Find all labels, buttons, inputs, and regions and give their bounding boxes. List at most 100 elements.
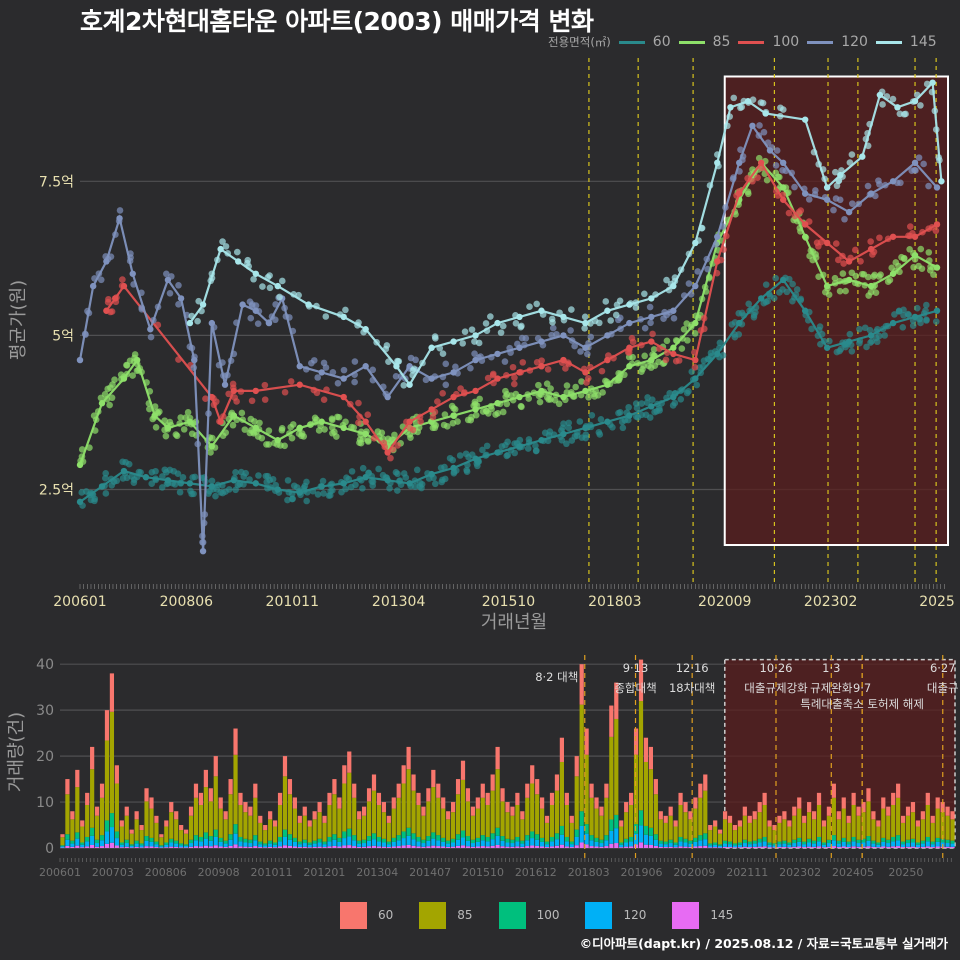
bar-segment-120	[272, 844, 278, 848]
series-point-85	[186, 418, 194, 425]
bar-segment-85	[248, 815, 253, 840]
bar-segment-145	[866, 846, 871, 848]
bar-segment-145	[505, 846, 510, 848]
data-point-85	[108, 394, 116, 402]
data-point-120	[864, 182, 872, 190]
data-point-60	[413, 466, 421, 474]
legend-swatch	[678, 40, 705, 44]
data-point-85	[572, 383, 579, 391]
bar-segment-120	[871, 843, 876, 847]
series-point-100	[604, 356, 611, 364]
bar-segment-100	[337, 837, 342, 842]
data-point-100	[672, 357, 680, 365]
bar-segment-100	[208, 836, 213, 841]
data-point-100	[754, 174, 761, 181]
series-point-60	[582, 424, 589, 432]
series-point-60	[208, 483, 216, 490]
bar-segment-120	[772, 845, 777, 848]
data-point-145	[730, 94, 738, 102]
bar-segment-145	[708, 847, 713, 848]
bar-segment-145	[386, 847, 391, 848]
series-point-60	[823, 344, 831, 351]
bar-segment-85	[406, 769, 411, 828]
bar-segment-120	[683, 842, 688, 847]
bar-segment-60	[836, 811, 841, 820]
data-point-85	[864, 273, 872, 281]
series-line-100	[105, 160, 938, 455]
series-point-60	[867, 332, 875, 339]
series-point-100	[120, 282, 128, 290]
data-point-60	[511, 440, 518, 447]
bar-segment-85	[114, 783, 119, 832]
bar-segment-145	[910, 846, 916, 848]
bar-segment-60	[208, 788, 213, 802]
bar-segment-100	[441, 837, 446, 842]
bar-segment-120	[787, 844, 792, 848]
bar-segment-85	[268, 819, 273, 841]
bar-segment-100	[629, 836, 634, 842]
bar-segment-145	[253, 846, 258, 848]
bar-segment-145	[703, 845, 708, 848]
bar-segment-145	[183, 847, 189, 848]
bar-segment-120	[732, 845, 738, 848]
bar-segment-145	[584, 844, 589, 848]
bar-segment-145	[905, 846, 911, 848]
bar-segment-60	[535, 779, 540, 795]
bar-segment-60	[629, 792, 634, 805]
bar-segment-100	[718, 844, 723, 846]
bar-segment-85	[609, 736, 614, 820]
data-point-85	[177, 414, 185, 421]
data-point-85	[378, 429, 386, 437]
bar-segment-85	[836, 819, 841, 841]
bar-segment-85	[119, 826, 124, 843]
bar-segment-60	[624, 802, 629, 813]
bar-x-tick-label: 201906	[621, 866, 663, 879]
bar-segment-100	[826, 839, 832, 844]
data-point-145	[259, 283, 266, 290]
bar-segment-60	[554, 774, 560, 791]
data-point-120	[97, 276, 105, 284]
data-point-60	[846, 330, 854, 338]
bar-segment-85	[65, 794, 70, 835]
bar-segment-85	[826, 815, 832, 840]
data-point-60	[525, 436, 533, 443]
data-point-145	[518, 322, 525, 330]
series-point-85	[867, 282, 875, 290]
data-point-120	[584, 350, 591, 358]
data-point-145	[848, 151, 856, 158]
bar-segment-145	[480, 846, 485, 848]
bar-segment-60	[164, 820, 169, 827]
data-point-120	[641, 324, 649, 332]
bar-segment-145	[554, 845, 560, 848]
bar-segment-100	[589, 835, 594, 841]
data-point-85	[917, 245, 925, 253]
bar-segment-60	[228, 779, 233, 795]
bar-segment-145	[490, 845, 495, 848]
series-point-60	[406, 480, 413, 487]
bar-segment-120	[688, 843, 693, 847]
x-tick-label: 200806	[160, 594, 214, 610]
bar-segment-120	[589, 840, 594, 847]
bar-segment-85	[544, 822, 550, 842]
bar-x-tick-label: 20250	[888, 866, 923, 879]
series-point-120	[714, 233, 721, 240]
bar-segment-100	[490, 833, 495, 840]
bar-segment-60	[347, 751, 352, 773]
bar-segment-145	[381, 846, 386, 848]
data-point-120	[549, 324, 557, 332]
series-point-145	[876, 91, 884, 99]
series-point-120	[116, 215, 123, 222]
data-point-145	[342, 306, 349, 314]
bar-segment-100	[881, 837, 886, 842]
bar-segment-120	[920, 843, 925, 847]
data-point-60	[633, 404, 641, 412]
data-point-120	[247, 314, 255, 322]
bar-segment-85	[663, 822, 668, 842]
series-point-100	[208, 393, 216, 401]
bar-segment-85	[480, 797, 485, 836]
data-point-85	[503, 391, 511, 398]
data-point-100	[105, 295, 112, 303]
series-point-100	[823, 239, 831, 247]
data-point-100	[835, 256, 842, 264]
